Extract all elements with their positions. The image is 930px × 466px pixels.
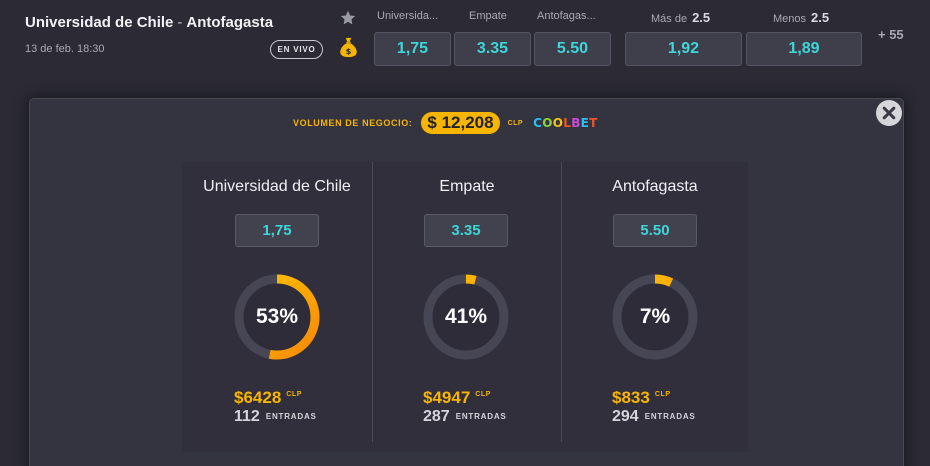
entries-label: ENTRADAS [265, 412, 317, 421]
outcome-name: Universidad de Chile [203, 178, 351, 195]
column-divider [561, 162, 562, 442]
under-line: 2.5 [811, 10, 830, 25]
entries-label: ENTRADAS [455, 412, 507, 421]
over-label: Más de [651, 13, 688, 25]
outcome-donut: 7% [610, 272, 700, 362]
odd-button-over[interactable]: 1,92 [625, 32, 742, 66]
volume-currency: CLP [507, 119, 524, 127]
volume-label: VOLUMEN DE NEGOCIO: [293, 118, 413, 128]
outcome-amount: $6428 CLP [234, 388, 302, 408]
over-line: 2.5 [692, 10, 711, 25]
svg-text:$: $ [346, 46, 352, 56]
close-icon [877, 101, 901, 125]
match-datetime: 13 de feb. 18:30 [25, 43, 105, 55]
donut-ring [234, 274, 320, 360]
outcome-column-draw: Empate 3.35 41% $4947 CLP 287 ENTRADAS [373, 162, 561, 452]
more-markets-link[interactable]: + 55 [878, 27, 904, 42]
outcome-name: Antofagasta [612, 178, 698, 195]
outcome-column-home: Universidad de Chile 1,75 53% $6428 CLP 1… [182, 162, 372, 452]
star-icon[interactable] [339, 9, 357, 27]
odd-button-away[interactable]: 5.50 [534, 32, 611, 66]
outcome-entries: 287 ENTRADAS [423, 408, 507, 426]
donut-fill-arc [612, 274, 698, 360]
column-divider [372, 162, 373, 442]
outcome-column-away: Antofagasta 5.50 7% $833 CLP 294 ENTRADAS [562, 162, 748, 452]
amount-currency: CLP [475, 391, 492, 398]
market-label-home: Universida... [377, 10, 439, 22]
amount-currency: CLP [286, 391, 303, 398]
odd-button-home[interactable]: 1,75 [374, 32, 451, 66]
outcome-odd-button[interactable]: 1,75 [235, 214, 319, 247]
home-team-name: Universidad de Chile [25, 14, 174, 31]
money-bag-icon[interactable]: $ [339, 36, 358, 58]
market-label-away: Antofagas... [537, 10, 596, 22]
team-separator: - [177, 14, 183, 31]
amount-value: $4947 [423, 388, 471, 407]
market-label-under: Menos 2.5 [773, 10, 829, 25]
entries-label: ENTRADAS [644, 412, 696, 421]
outcome-donut: 41% [421, 272, 511, 362]
entries-count: 294 [612, 408, 639, 425]
outcome-odd-button[interactable]: 5.50 [613, 214, 697, 247]
market-label-over: Más de 2.5 [651, 10, 710, 25]
entries-count: 287 [423, 408, 450, 425]
market-label-draw: Empate [469, 10, 507, 22]
outcome-amount: $4947 CLP [423, 388, 491, 408]
outcome-entries: 112 ENTRADAS [234, 408, 317, 426]
outcome-donut: 53% [232, 272, 322, 362]
odd-button-draw[interactable]: 3.35 [454, 32, 531, 66]
donut-center [622, 284, 688, 350]
outcome-percent: 53% [255, 305, 299, 328]
outcome-entries: 294 ENTRADAS [612, 408, 696, 426]
coolbet-logo: COOLBET [533, 116, 598, 130]
outcome-odd-button[interactable]: 3.35 [424, 214, 508, 247]
entries-count: 112 [234, 408, 260, 425]
close-button[interactable] [876, 100, 902, 126]
amount-value: $833 [612, 388, 650, 407]
odd-button-under[interactable]: 1,89 [746, 32, 862, 66]
away-team-name: Antofagasta [186, 14, 274, 31]
donut-fill-arc [423, 274, 509, 360]
donut-ring [612, 274, 698, 360]
volume-amount: $ 12,208 [421, 112, 500, 134]
volume-row: VOLUMEN DE NEGOCIO: $ 12,208 CLP COOLBET [293, 112, 598, 134]
match-title[interactable]: Universidad de Chile - Antofagasta [25, 14, 273, 31]
donut-fill-arc [234, 274, 320, 360]
donut-ring [423, 274, 509, 360]
donut-center [433, 284, 499, 350]
amount-currency: CLP [654, 391, 671, 398]
match-row: Universidad de Chile - Antofagasta 13 de f… [0, 0, 930, 80]
outcome-name: Empate [439, 178, 495, 195]
outcome-percent: 7% [639, 305, 671, 328]
live-badge: EN VIVO [270, 40, 323, 59]
outcome-percent: 41% [444, 305, 488, 328]
under-label: Menos [773, 13, 807, 25]
amount-value: $6428 [234, 388, 282, 407]
donut-center [244, 284, 310, 350]
outcome-amount: $833 CLP [612, 388, 671, 408]
